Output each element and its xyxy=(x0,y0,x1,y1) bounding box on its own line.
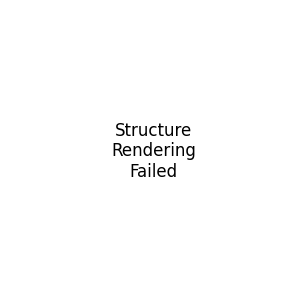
Text: Structure
Rendering
Failed: Structure Rendering Failed xyxy=(111,122,196,181)
